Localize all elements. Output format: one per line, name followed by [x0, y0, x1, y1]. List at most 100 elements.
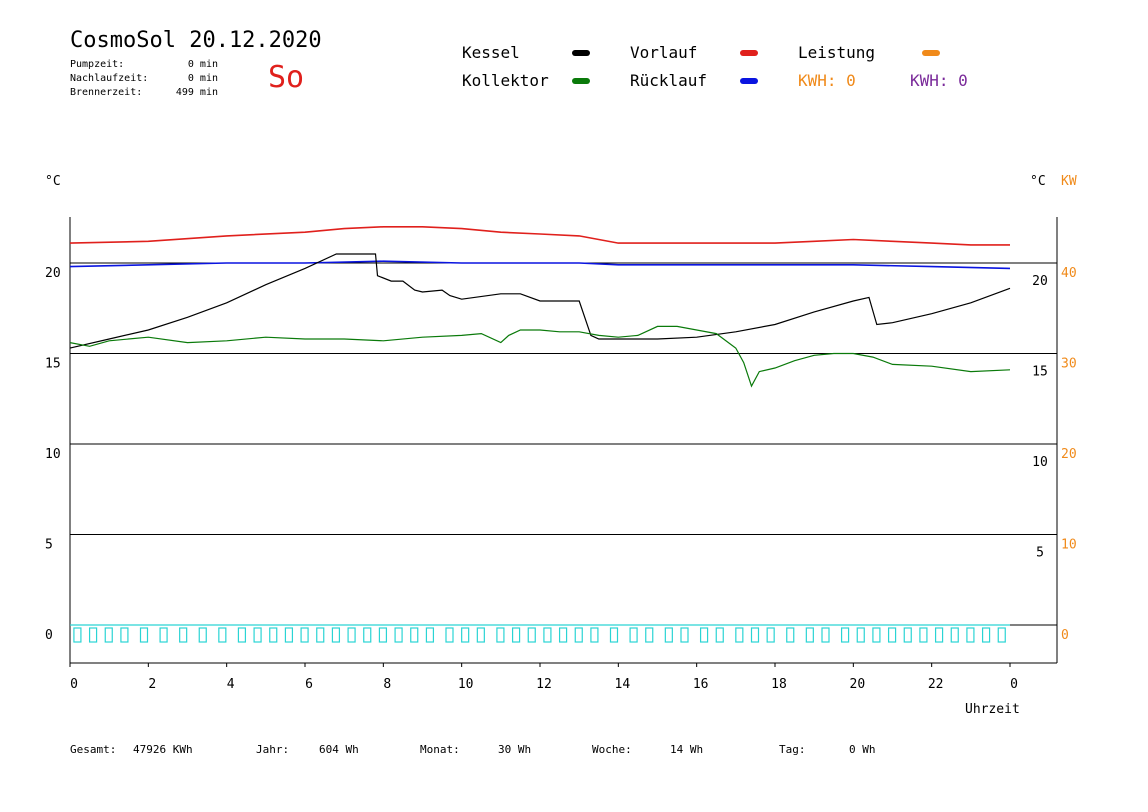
- y-tick-right: 0: [1061, 628, 1069, 643]
- footer-woche-value: 14 Wh: [670, 743, 704, 756]
- pump-pulse: [445, 627, 454, 643]
- pump-pulse: [786, 627, 795, 643]
- pump-pulse: [237, 627, 247, 643]
- pump-pulse: [198, 627, 207, 643]
- pump-pulse: [300, 627, 309, 643]
- x-tick-label: 18: [771, 677, 787, 692]
- pump-pulse: [120, 627, 129, 643]
- y-tick-inner: 20: [1032, 274, 1048, 289]
- pump-pulse: [821, 627, 830, 643]
- pump-pulse: [363, 627, 372, 643]
- footer-monat-label: Monat:: [420, 743, 460, 756]
- pump-pulse: [934, 627, 944, 643]
- y-tick-left: 20: [45, 266, 61, 281]
- pump-pulse: [950, 627, 959, 643]
- x-tick-label: 2: [148, 677, 156, 692]
- pump-pulse: [735, 627, 744, 643]
- legend-ruecklauf-swatch: [740, 78, 758, 84]
- weekday-label: So: [268, 60, 305, 95]
- pump-pulse: [543, 627, 552, 643]
- stat-pumpzeit-value: 0 min: [187, 59, 218, 70]
- stat-pumpzeit-label: Pumpzeit:: [70, 59, 125, 70]
- pump-pulse: [73, 627, 82, 643]
- legend-kollektor-label: Kollektor: [462, 71, 549, 90]
- x-tick-label: 0: [70, 677, 78, 692]
- y-tick-inner: 15: [1032, 365, 1048, 380]
- series-line-ruecklauf: [69, 260, 1011, 270]
- stat-brennerzeit-value: 499 min: [175, 87, 218, 98]
- stat-brennerzeit-label: Brennerzeit:: [70, 87, 143, 98]
- footer-woche-label: Woche:: [592, 743, 632, 756]
- pump-pulse: [104, 627, 113, 643]
- pump-pulse: [159, 627, 168, 643]
- pump-pulse: [574, 627, 583, 643]
- footer-tag-value: 0 Wh: [849, 743, 876, 756]
- pump-pulse: [88, 627, 98, 643]
- pump-pulse: [981, 627, 991, 643]
- pump-pulse: [645, 627, 654, 643]
- y-tick-left: 10: [45, 447, 61, 462]
- series-line-kollektor: [69, 325, 1011, 388]
- y-tick-right: 40: [1061, 266, 1077, 281]
- left-axis-unit: °C: [45, 174, 61, 189]
- y-tick-inner: 10: [1032, 455, 1048, 470]
- series-line-vorlauf: [69, 226, 1010, 246]
- y-tick-left: 15: [45, 357, 61, 372]
- kwh-leistung-readout: KWH: 0: [798, 71, 856, 90]
- right-axis-unit-kw: KW: [1061, 174, 1077, 189]
- pump-pulse: [680, 627, 689, 643]
- pump-pulse: [476, 627, 485, 643]
- footer-jahr-label: Jahr:: [256, 743, 290, 756]
- pump-pulse: [766, 627, 775, 643]
- pump-pulse: [609, 627, 619, 643]
- footer-monat-value: 30 Wh: [498, 743, 532, 756]
- pump-pulse: [629, 627, 638, 643]
- pump-pulse: [410, 627, 419, 643]
- legend-vorlauf-label: Vorlauf: [630, 43, 698, 62]
- y-tick-right: 10: [1061, 538, 1077, 553]
- x-tick-label: 8: [383, 677, 391, 692]
- pump-pulse: [284, 627, 294, 643]
- x-tick-label: 14: [615, 677, 631, 692]
- x-tick-label: 4: [227, 677, 235, 692]
- pump-pulse: [966, 627, 975, 643]
- x-tick-label: 0: [1010, 677, 1018, 692]
- x-tick-label: 22: [928, 677, 944, 692]
- legend-kollektor-swatch: [572, 78, 590, 84]
- stat-nachlaufzeit-value: 0 min: [187, 73, 218, 84]
- footer-tag-label: Tag:: [779, 743, 806, 756]
- pump-pulse: [496, 627, 505, 643]
- y-tick-left: 0: [45, 628, 53, 643]
- pump-pulse: [856, 627, 865, 643]
- x-axis-label: Uhrzeit: [965, 702, 1020, 717]
- pump-pulse: [218, 627, 227, 643]
- pump-pulse: [331, 627, 341, 643]
- pump-pulse: [179, 627, 188, 643]
- pump-pulse: [425, 627, 435, 643]
- pump-pulse: [903, 627, 912, 643]
- pump-pulse: [997, 627, 1006, 643]
- legend-vorlauf-swatch: [740, 50, 758, 56]
- right-axis-unit: °C: [1030, 174, 1046, 189]
- kwh-total-readout: KWH: 0: [910, 71, 968, 90]
- legend-kessel-swatch: [572, 50, 590, 56]
- x-tick-label: 6: [305, 677, 313, 692]
- pump-pulse: [558, 627, 568, 643]
- pump-pulse: [347, 627, 356, 643]
- pump-pulse: [316, 627, 325, 643]
- footer-gesamt-value: 47926 KWh: [133, 743, 193, 756]
- pump-pulse: [527, 627, 536, 643]
- pump-pulse: [139, 627, 149, 643]
- x-tick-label: 20: [850, 677, 866, 692]
- legend-leistung-label: Leistung: [798, 43, 876, 62]
- y-tick-inner: 5: [1036, 546, 1044, 561]
- pump-pulse: [511, 627, 521, 643]
- y-tick-right: 20: [1061, 447, 1077, 462]
- pump-pulse: [715, 627, 724, 643]
- chart-title: CosmoSol 20.12.2020: [70, 28, 322, 53]
- footer-jahr-value: 604 Wh: [319, 743, 359, 756]
- legend-leistung-swatch: [922, 50, 940, 56]
- x-tick-label: 10: [458, 677, 474, 692]
- pump-pulse: [461, 627, 470, 643]
